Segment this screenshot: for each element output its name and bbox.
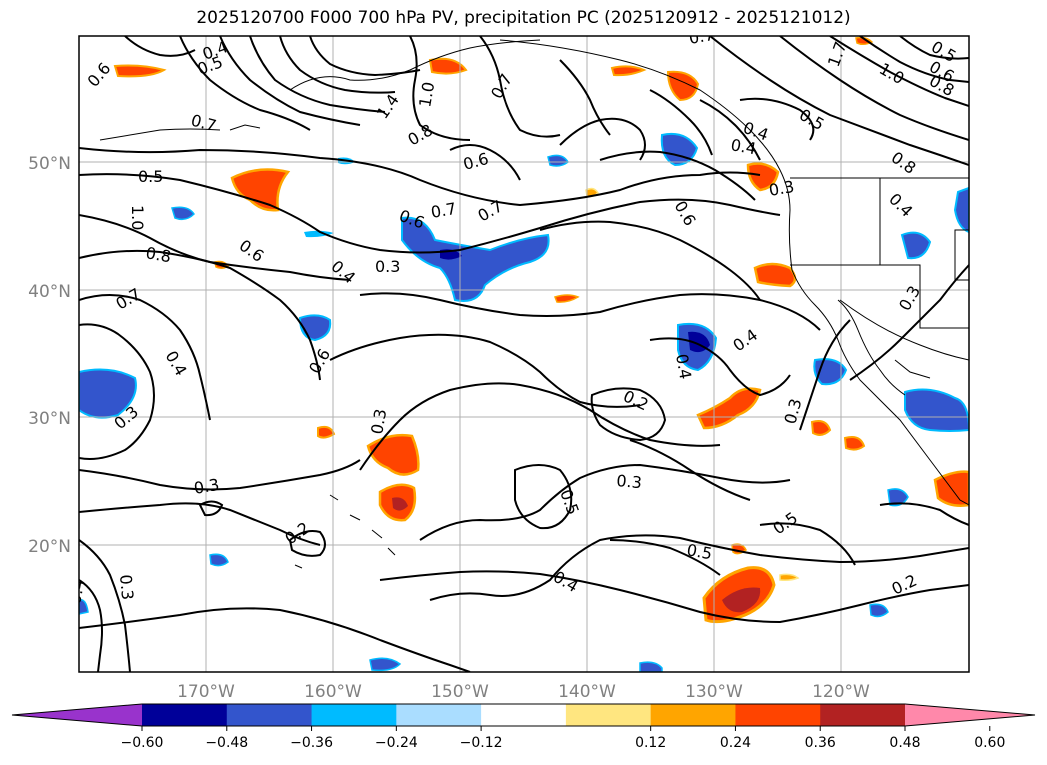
precip-blob-red-7 <box>746 162 780 192</box>
lat-label: 40°N <box>28 282 71 302</box>
colorbar-extend-high <box>905 704 1035 726</box>
contour-label: 0.4 <box>729 135 757 158</box>
precip-blob-darkred-1 <box>392 497 408 511</box>
graticule <box>79 36 969 672</box>
contour-label: 0.5 <box>685 540 713 563</box>
lon-label: 170°W <box>177 682 235 702</box>
map-frame <box>78 35 970 673</box>
latitude-labels: 50°N 40°N 30°N 20°N <box>28 154 71 557</box>
precip-blob-red-15 <box>317 425 336 439</box>
colorbar-segment <box>565 704 652 726</box>
longitude-labels: 170°W 160°W 150°W 140°W 130°W 120°W <box>177 682 870 702</box>
pv-contours <box>79 36 969 672</box>
precip-blob-red-9 <box>428 57 468 75</box>
precip-blob-blue-14 <box>209 553 229 567</box>
precip-blob-blue-10 <box>171 206 195 221</box>
colorbar: −0.60 −0.48 −0.36 −0.24 −0.12 0.12 0.24 0.36 0.4… <box>11 703 1036 751</box>
map-content: 0.4 0.5 0.6 0.7 1.4 1.0 0.7 0.8 0.6 0.5 … <box>65 25 969 672</box>
colorbar-segment <box>311 704 397 726</box>
precip-blob-red-11 <box>610 65 647 77</box>
lon-label: 130°W <box>685 682 743 702</box>
precip-blob-blue-17 <box>304 230 334 238</box>
colorbar-extend-low <box>12 704 142 726</box>
colorbar-segment <box>481 704 567 726</box>
lon-label: 160°W <box>304 682 362 702</box>
colorbar-tick-label: 0.12 <box>635 735 666 751</box>
contour-label: 0.4 <box>65 577 88 605</box>
contour-label: 0.8 <box>144 243 172 266</box>
precip-blob-blue-1 <box>79 368 137 419</box>
colorbar-tick-label: 0.24 <box>720 735 751 751</box>
precip-blob-blue-5 <box>660 132 699 167</box>
colorbar-tick-label: 0.60 <box>974 735 1005 751</box>
precip-blob-red-14 <box>843 436 866 451</box>
colorbar-segment <box>820 704 906 726</box>
precip-blob-blue-15 <box>369 657 402 672</box>
precip-negative-anomalies <box>79 132 969 672</box>
precip-blob-darkred-2 <box>722 587 761 613</box>
precip-blob-red-13 <box>810 420 832 436</box>
figure-title: 2025120700 F000 700 hPa PV, precipitatio… <box>196 8 851 28</box>
contour-label: 0.3 <box>375 257 400 276</box>
precip-blob-blue-13 <box>869 603 889 618</box>
colorbar-segment <box>650 704 736 726</box>
contour-label: 0.7 <box>429 199 457 222</box>
colorbar-tick-label: 0.36 <box>805 735 836 751</box>
contour-label: 0.3 <box>192 475 220 498</box>
precip-blob-blue-8 <box>900 231 932 260</box>
lat-label: 30°N <box>28 409 71 429</box>
contour-label: 1.0 <box>415 80 438 108</box>
colorbar-tick-label: −0.12 <box>460 735 503 751</box>
lon-label: 140°W <box>558 682 616 702</box>
colorbar-segment <box>396 704 482 726</box>
contour-label: 0.3 <box>767 177 795 200</box>
precip-blob-red-16 <box>554 294 580 303</box>
colorbar-segment <box>142 704 228 726</box>
contour-label: 0.3 <box>616 471 643 492</box>
coastlines <box>99 39 969 569</box>
colorbar-segment <box>226 704 313 726</box>
colorbar-tick-label: −0.60 <box>121 735 164 751</box>
precip-positive-anomalies <box>113 36 969 624</box>
lon-label: 120°W <box>812 682 870 702</box>
colorbar-tick-label: −0.24 <box>375 735 418 751</box>
contour-label: 0.5 <box>138 167 163 186</box>
colorbar-segment <box>735 704 821 726</box>
precip-blob-red-2 <box>366 433 420 476</box>
contour-label: 0.3 <box>116 574 137 601</box>
contour-label: 1.0 <box>128 205 147 230</box>
lat-label: 50°N <box>28 154 71 174</box>
contour-label: 0.7 <box>687 25 715 48</box>
precip-blob-blue-2 <box>401 216 550 302</box>
colorbar-tick-label: 0.48 <box>889 735 920 751</box>
map-background <box>79 36 969 672</box>
lat-label: 20°N <box>28 537 71 557</box>
precip-blob-red-6 <box>753 262 797 288</box>
precip-blob-blue-19 <box>79 599 89 615</box>
contour-label: 0.4 <box>672 352 695 380</box>
contour-label: 0.3 <box>367 407 390 435</box>
precip-blob-red-10 <box>113 64 167 78</box>
colorbar-tick-label: −0.36 <box>290 735 333 751</box>
lon-label: 150°W <box>431 682 489 702</box>
precip-blob-red-20 <box>779 573 800 581</box>
colorbar-tick-label: −0.48 <box>205 735 248 751</box>
precip-blob-blue-12 <box>887 488 909 507</box>
